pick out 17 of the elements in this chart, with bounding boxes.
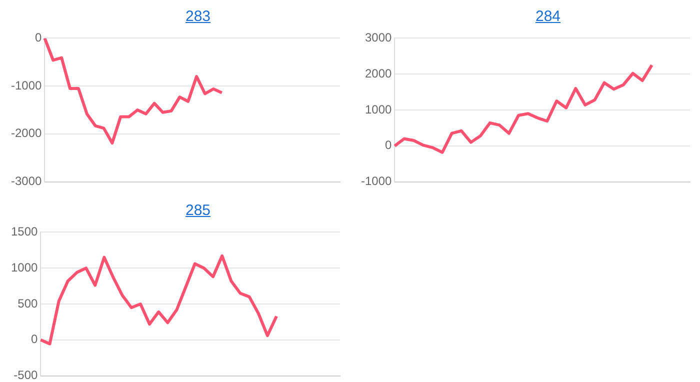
y-tick-label: 0 xyxy=(31,332,38,346)
y-tick-label: -500 xyxy=(14,368,38,382)
y-tick-label: -2000 xyxy=(10,126,42,140)
chart-title: 285 xyxy=(184,202,212,221)
y-tick-label: 3000 xyxy=(364,30,392,45)
y-tick-label: 2000 xyxy=(364,66,392,80)
chart-title: 283 xyxy=(184,8,212,27)
y-tick-label: -1000 xyxy=(360,174,392,188)
y-tick-label: 1500 xyxy=(10,224,38,239)
y-tick-label: 0 xyxy=(35,30,42,45)
y-tick-label: 1000 xyxy=(10,260,38,274)
y-tick-label: -1000 xyxy=(10,78,42,92)
y-tick-label: -3000 xyxy=(10,174,42,188)
y-tick-label: 0 xyxy=(385,138,392,152)
y-tick-label: 1000 xyxy=(364,102,392,116)
chart-title: 284 xyxy=(534,8,562,27)
y-tick-label: 500 xyxy=(18,296,38,310)
